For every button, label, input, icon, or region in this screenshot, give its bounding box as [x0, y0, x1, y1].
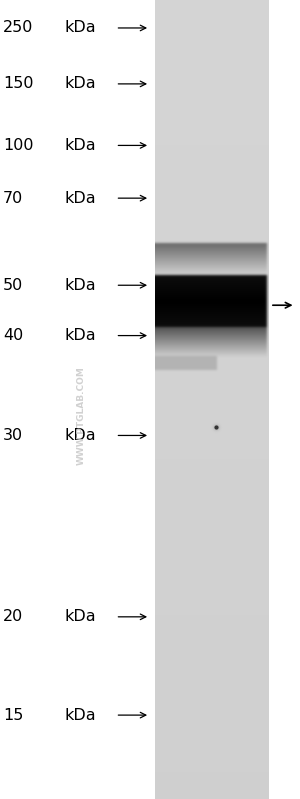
- Text: 50: 50: [3, 278, 23, 292]
- Text: kDa: kDa: [64, 21, 96, 35]
- Text: kDa: kDa: [64, 138, 96, 153]
- Text: kDa: kDa: [64, 428, 96, 443]
- Text: 150: 150: [3, 77, 34, 91]
- Text: kDa: kDa: [64, 328, 96, 343]
- Text: kDa: kDa: [64, 77, 96, 91]
- Text: 70: 70: [3, 191, 23, 205]
- Text: kDa: kDa: [64, 708, 96, 722]
- Text: 20: 20: [3, 610, 23, 624]
- Text: WWW.PTGLAB.COM: WWW.PTGLAB.COM: [76, 366, 85, 465]
- Text: kDa: kDa: [64, 191, 96, 205]
- Text: kDa: kDa: [64, 278, 96, 292]
- Text: 100: 100: [3, 138, 34, 153]
- Text: 40: 40: [3, 328, 23, 343]
- Text: 15: 15: [3, 708, 23, 722]
- Text: kDa: kDa: [64, 610, 96, 624]
- Text: 30: 30: [3, 428, 23, 443]
- Text: 250: 250: [3, 21, 33, 35]
